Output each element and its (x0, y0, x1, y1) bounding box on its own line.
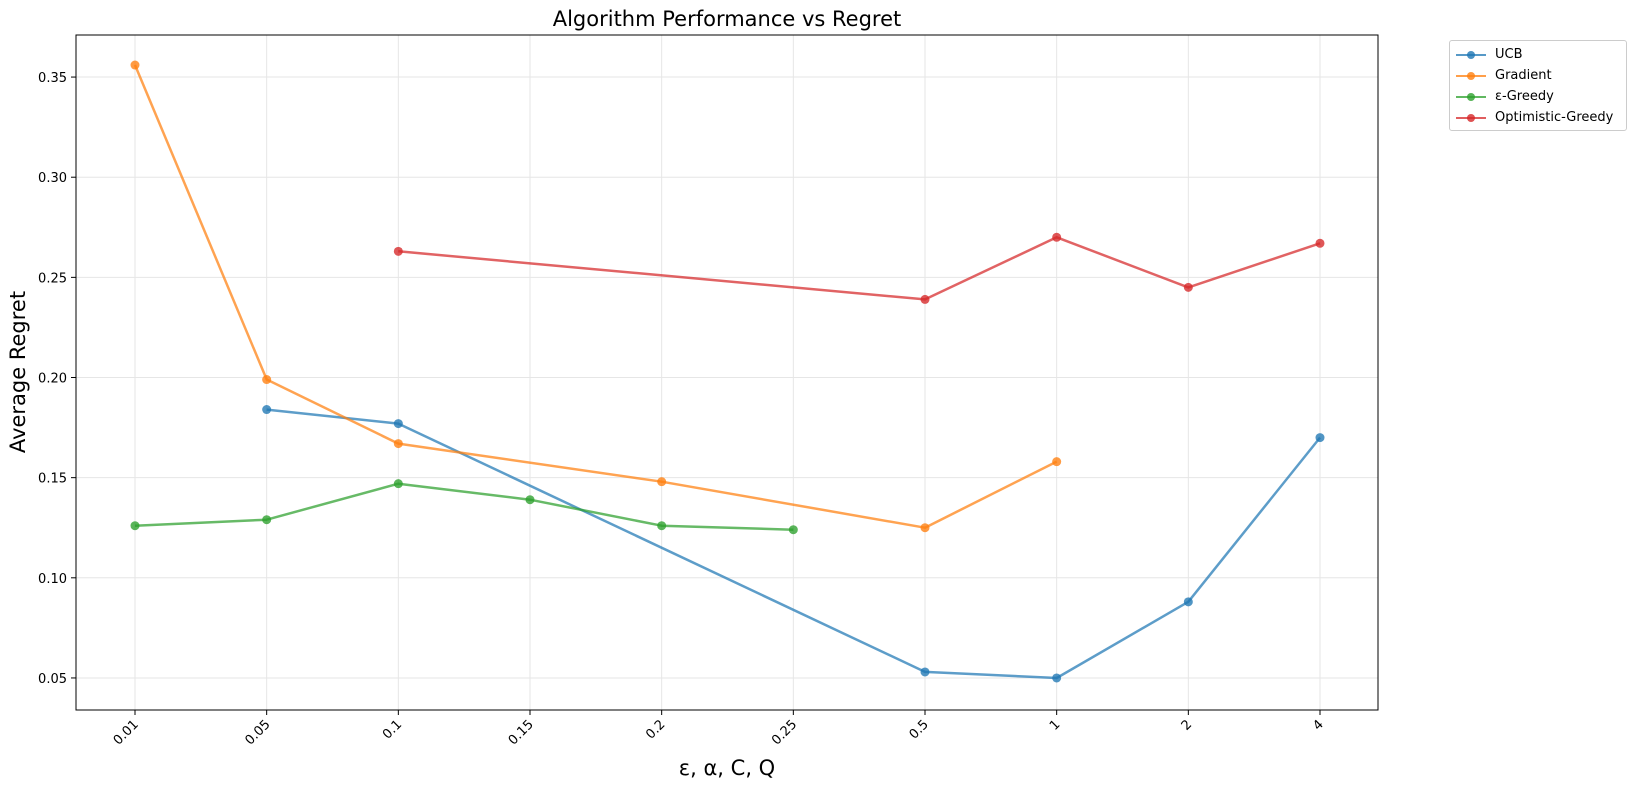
legend-entry: UCB (1456, 44, 1620, 65)
plot-frame (75, 34, 1379, 711)
x-axis-label: ε, α, C, Q (679, 756, 775, 780)
x-tick-label: 0.25 (769, 717, 800, 748)
legend-label: ε-Greedy (1495, 89, 1554, 104)
x-tick-label: 0.2 (643, 717, 668, 742)
series-point (1052, 232, 1062, 242)
series-point (1052, 673, 1062, 683)
series-point (1315, 238, 1325, 248)
series-point (1183, 597, 1193, 607)
y-tick-label: 0.20 (38, 372, 67, 387)
series-line (134, 482, 794, 531)
series-point (920, 667, 930, 677)
legend-entry: ε-Greedy (1456, 86, 1620, 107)
legend: UCB Gradient ε-Greedy Optimistic-Greedy (1449, 40, 1627, 131)
legend-entry: Optimistic-Greedy (1456, 107, 1620, 128)
legend-swatch (1456, 112, 1486, 124)
series-point (393, 246, 403, 256)
plot-series (130, 60, 1325, 683)
grid (76, 35, 1378, 710)
legend-marker (1467, 113, 1475, 122)
x-tick-label: 4 (1310, 717, 1326, 733)
x-tick-label: 0.01 (111, 717, 142, 748)
series-point (1052, 457, 1062, 467)
series-point (262, 515, 272, 525)
series-point (525, 495, 535, 505)
legend-label: UCB (1495, 47, 1523, 62)
series-point (393, 419, 403, 429)
y-tick-label: 0.25 (38, 271, 67, 286)
series-point (920, 294, 930, 304)
y-axis-label: Average Regret (6, 291, 30, 453)
chart-title: Algorithm Performance vs Regret (553, 7, 902, 31)
y-tick-label: 0.05 (38, 672, 67, 687)
series-point (657, 521, 667, 531)
series-point (393, 439, 403, 449)
series-point (262, 405, 272, 415)
series-point (1183, 282, 1193, 292)
legend-marker (1467, 71, 1475, 80)
legend-swatch (1456, 70, 1486, 82)
legend-label: Gradient (1495, 68, 1552, 83)
series-point (393, 479, 403, 489)
x-tick-label: 2 (1179, 717, 1195, 733)
series-line (133, 64, 1058, 529)
legend-swatch (1456, 49, 1486, 61)
series-point (657, 477, 667, 487)
x-tick-label: 0.5 (907, 717, 932, 742)
legend-swatch (1456, 91, 1486, 103)
y-tick-label: 0.30 (38, 171, 67, 186)
x-tick-label: 0.05 (242, 717, 273, 748)
series-line (398, 236, 1321, 301)
x-tick-label: 0.1 (380, 717, 405, 742)
legend-marker (1467, 50, 1475, 59)
legend-label: Optimistic-Greedy (1495, 110, 1614, 125)
series-point (262, 375, 272, 385)
legend-entry: Gradient (1456, 65, 1620, 86)
legend-marker (1467, 92, 1475, 101)
series-line (266, 408, 1321, 680)
axes: 0.01 0.05 0.1 0.15 0.2 0.25 0.5 1 2 4 0.05 0.10 0.15… (38, 71, 1327, 748)
y-tick-label: 0.10 (38, 572, 67, 587)
series-point (1315, 433, 1325, 443)
series-point (130, 60, 140, 70)
y-tick-label: 0.35 (38, 71, 67, 86)
series-point (788, 525, 798, 535)
series-point (920, 523, 930, 533)
series-point (130, 521, 140, 531)
y-tick-label: 0.15 (38, 472, 67, 487)
x-tick-label: 1 (1047, 717, 1063, 733)
x-tick-label: 0.15 (506, 717, 537, 748)
